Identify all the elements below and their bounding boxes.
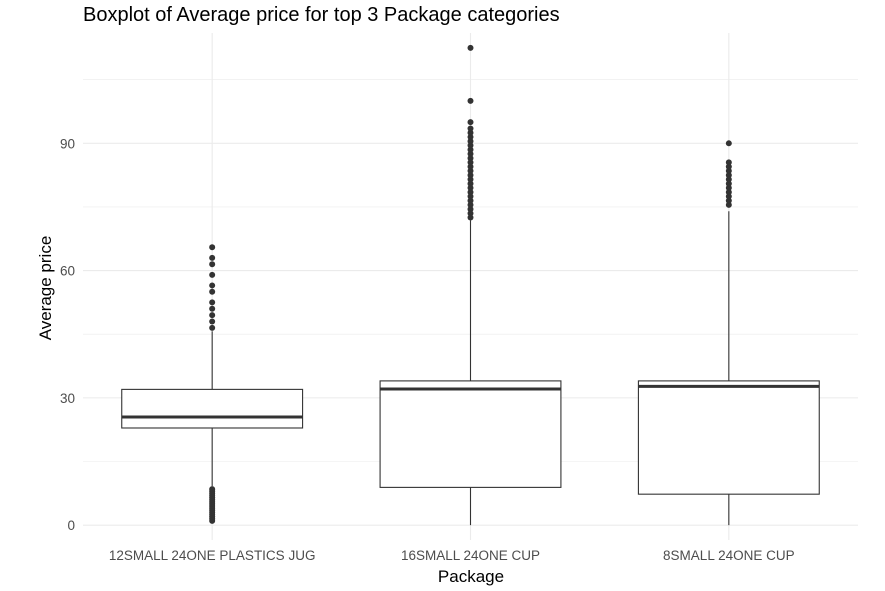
outlier-point <box>467 210 474 217</box>
outlier-point <box>725 193 732 200</box>
box-group <box>379 44 562 526</box>
outlier-point <box>725 167 732 174</box>
y-tick-label: 0 <box>67 518 75 533</box>
outlier-point <box>467 172 474 179</box>
outlier-point <box>209 254 216 261</box>
x-axis-title: Package <box>438 567 504 586</box>
outlier-point <box>467 155 474 162</box>
y-tick-labels: 0 30 60 90 <box>60 136 75 533</box>
x-tick-label: 16SMALL 24ONE CUP <box>401 548 540 563</box>
outlier-point <box>467 206 474 213</box>
y-tick-label: 30 <box>60 391 75 406</box>
outlier-point <box>467 201 474 208</box>
outlier-point <box>725 201 732 208</box>
outlier-point <box>467 133 474 140</box>
outlier-point <box>209 299 216 306</box>
box-group <box>637 140 820 526</box>
outlier-point <box>209 271 216 278</box>
outlier-point <box>467 180 474 187</box>
box <box>121 388 304 429</box>
outlier-point <box>467 167 474 174</box>
outlier-point <box>467 163 474 170</box>
outlier-point <box>467 193 474 200</box>
boxes <box>121 44 820 526</box>
outlier-point <box>467 159 474 166</box>
outlier-point <box>209 312 216 319</box>
outlier-point <box>467 176 474 183</box>
box-group <box>121 244 304 524</box>
outlier-point <box>209 305 216 312</box>
outlier-point <box>725 176 732 183</box>
outlier-point <box>467 214 474 221</box>
outlier-point <box>725 197 732 204</box>
y-tick-label: 90 <box>60 136 75 151</box>
outlier-point <box>209 318 216 325</box>
outlier-point <box>467 184 474 191</box>
chart-title: Boxplot of Average price for top 3 Packa… <box>83 4 560 26</box>
x-tick-label: 8SMALL 24ONE CUP <box>663 548 795 563</box>
outlier-point <box>725 163 732 170</box>
box <box>379 380 562 488</box>
y-tick-label: 60 <box>60 264 75 279</box>
outlier-point <box>209 288 216 295</box>
outlier-point <box>467 142 474 149</box>
outlier-point <box>467 129 474 136</box>
outlier-point <box>467 138 474 145</box>
outlier-point <box>467 44 474 51</box>
outlier-point <box>467 97 474 104</box>
outlier-point <box>467 189 474 196</box>
outlier-point <box>725 184 732 191</box>
outlier-point <box>725 189 732 196</box>
outlier-point <box>209 261 216 268</box>
outlier-point <box>467 146 474 153</box>
outlier-point <box>467 150 474 157</box>
outlier-point <box>725 180 732 187</box>
outlier-point <box>209 324 216 331</box>
outlier-point <box>725 140 732 147</box>
outlier-point <box>209 282 216 289</box>
outlier-point <box>467 125 474 132</box>
outlier-point <box>725 159 732 166</box>
outlier-point <box>725 172 732 179</box>
outlier-point <box>467 197 474 204</box>
outlier-point <box>209 486 216 493</box>
x-tick-labels: 12SMALL 24ONE PLASTICS JUG 16SMALL 24ONE … <box>109 548 795 563</box>
outlier-point <box>209 244 216 251</box>
y-axis-title: Average price <box>36 236 55 341</box>
x-tick-label: 12SMALL 24ONE PLASTICS JUG <box>109 548 316 563</box>
outlier-point <box>467 119 474 126</box>
box <box>637 380 820 495</box>
